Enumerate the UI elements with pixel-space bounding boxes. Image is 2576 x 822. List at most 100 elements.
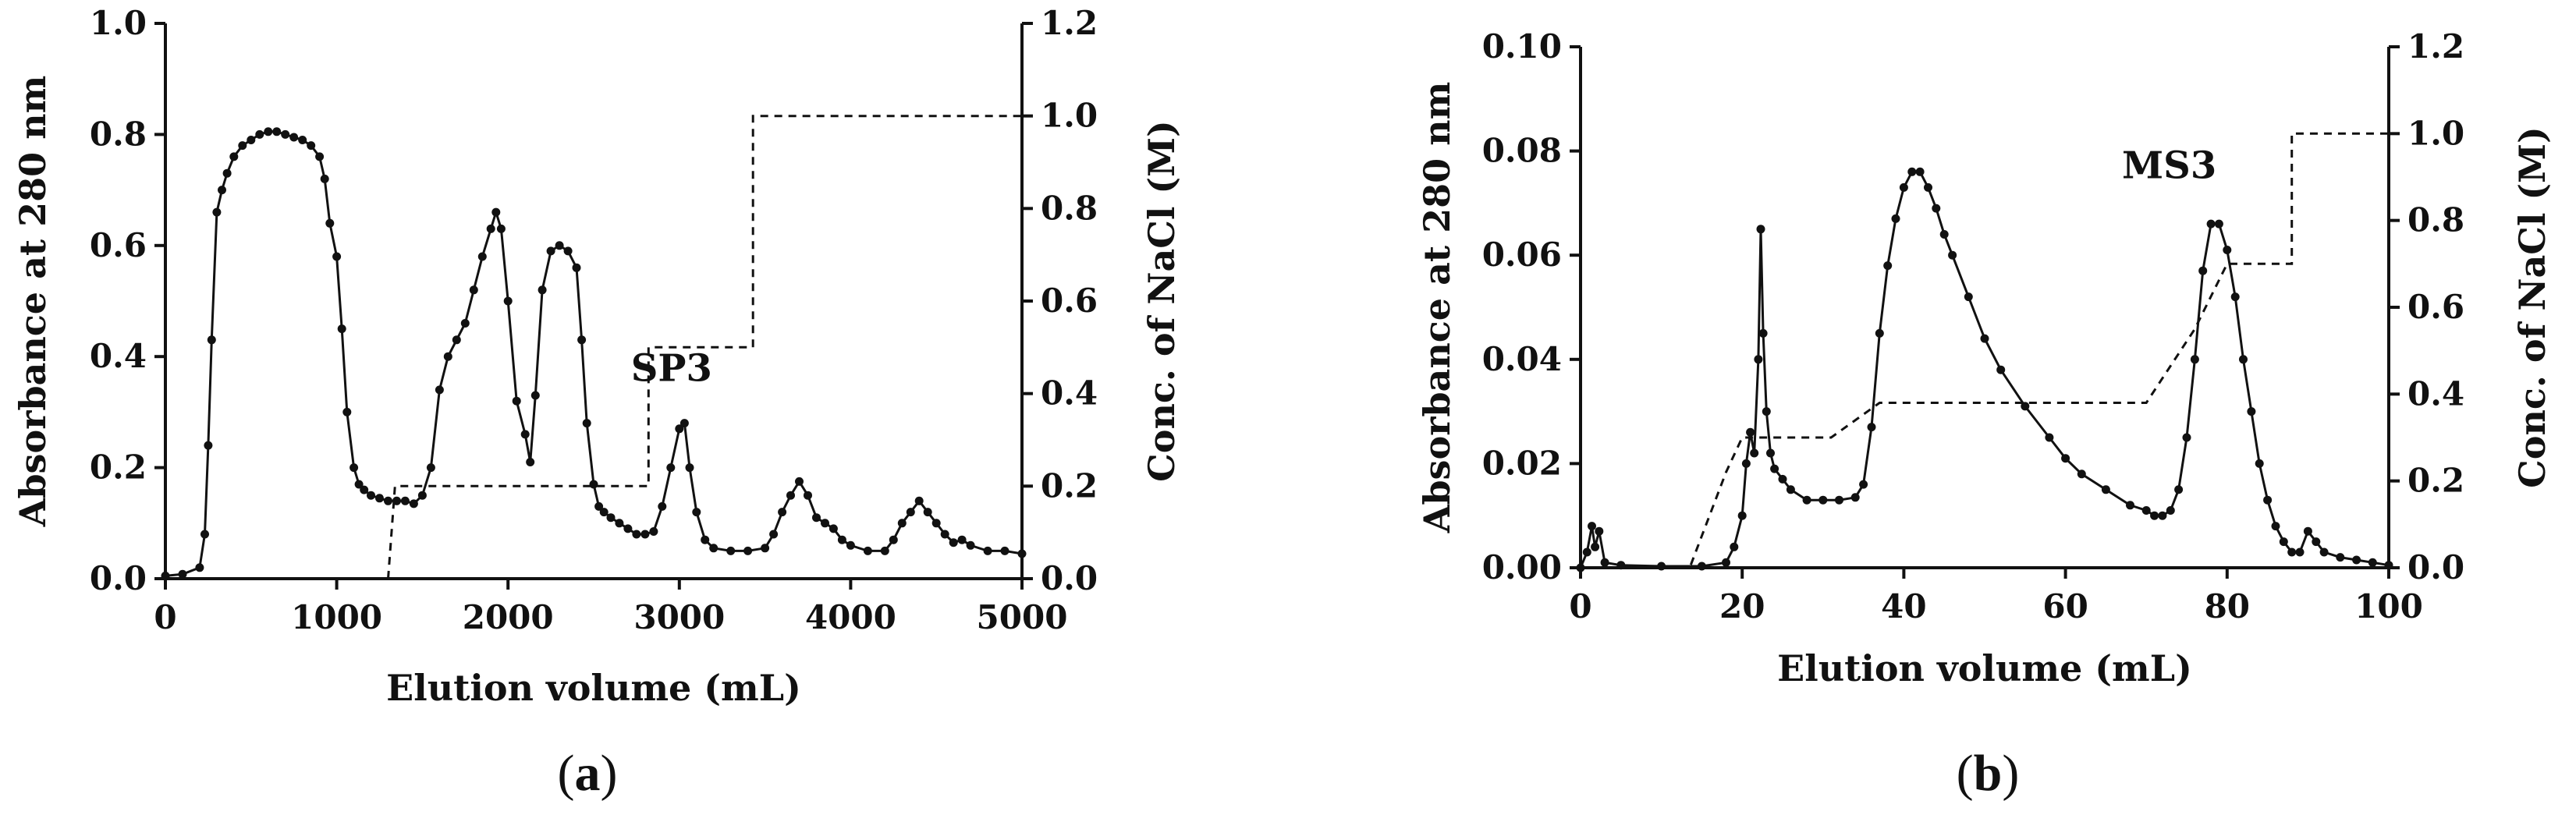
panel-b-absorbance-point bbox=[2287, 547, 2297, 557]
panel-a-absorbance-point bbox=[599, 508, 609, 517]
panel-a-absorbance-point bbox=[222, 168, 232, 178]
panel-a-absorbance-point bbox=[897, 519, 907, 528]
panel-b-absorbance-point bbox=[2190, 355, 2199, 364]
panel-a-absorbance-point bbox=[349, 463, 359, 473]
panel-a-x-tick-label: 2000 bbox=[463, 598, 554, 636]
panel-b-y2-axis-label: Conc. of NaCl (M) bbox=[2511, 126, 2553, 488]
panel-a-y-tick-label: 0.2 bbox=[90, 448, 147, 487]
panel-b-absorbance-point bbox=[1924, 182, 1932, 192]
panel-b-y2-tick-label: 0.2 bbox=[2407, 462, 2464, 500]
panel-b-absorbance-point bbox=[2198, 266, 2208, 275]
panel-b-absorbance-point bbox=[1746, 427, 1755, 437]
panel-b-absorbance-point bbox=[2150, 511, 2159, 520]
panel-a-nacl-series-line bbox=[387, 115, 1022, 579]
panel-label-a-open: ( bbox=[558, 745, 575, 802]
panel-b-y-tick-label: 0.06 bbox=[1482, 236, 1562, 274]
panel-a-absorbance-point bbox=[496, 224, 506, 233]
panel-b-y-tick-label: 0.10 bbox=[1482, 27, 1562, 66]
panel-a-absorbance-point bbox=[204, 441, 213, 450]
panel-a-absorbance-point bbox=[452, 335, 461, 345]
panel-b-absorbance-point bbox=[1980, 334, 1989, 343]
panel-a-absorbance-point bbox=[320, 174, 329, 183]
panel-a-absorbance-point bbox=[692, 508, 701, 517]
panel-a-absorbance-point bbox=[520, 430, 530, 439]
panel-b-absorbance-point bbox=[2077, 469, 2086, 479]
panel-b-absorbance-point bbox=[1996, 365, 2006, 374]
panel-b-x-tick-label: 20 bbox=[1719, 587, 1765, 625]
panel-b-absorbance-point bbox=[1939, 230, 1949, 239]
panel-a-absorbance-point bbox=[1017, 549, 1027, 558]
panel-a-absorbance-point bbox=[342, 407, 352, 416]
panel-a-absorbance-point bbox=[940, 530, 949, 539]
panel-b-absorbance-point bbox=[1600, 558, 1609, 567]
panel-a-absorbance-point bbox=[563, 246, 573, 256]
panel-a-absorbance-point bbox=[354, 480, 364, 489]
panel-a-absorbance-point bbox=[247, 136, 256, 144]
panel-a-y2-axis-label: Conc. of NaCl (M) bbox=[1141, 120, 1183, 482]
panel-b-absorbance-point bbox=[2368, 558, 2377, 567]
panel-b-absorbance-point bbox=[1867, 423, 1876, 432]
panel-a-absorbance-point bbox=[337, 324, 346, 334]
panel-b-absorbance-point bbox=[2255, 459, 2264, 468]
panel-b-y2-tick-label: 1.0 bbox=[2407, 114, 2464, 152]
panel-b-absorbance-point bbox=[1750, 448, 1759, 458]
panel-b-y-tick-label: 0.04 bbox=[1482, 340, 1562, 378]
panel-label-b-open: ( bbox=[1957, 745, 1974, 802]
panel-b-absorbance-point bbox=[1818, 495, 1828, 505]
panel-b-absorbance-point bbox=[1722, 558, 1730, 567]
panel-b-y-tick-label: 0.00 bbox=[1482, 548, 1562, 586]
panel-b-absorbance-point bbox=[1964, 292, 1973, 302]
panel-a-y-tick-label: 0.4 bbox=[90, 337, 147, 375]
panel-b-absorbance-point bbox=[1875, 328, 1884, 338]
panel-b-x-axis-label: Elution volume (mL) bbox=[1777, 647, 2192, 689]
panel-b-absorbance-point bbox=[2303, 526, 2312, 536]
panel-a-absorbance-point bbox=[1000, 546, 1009, 555]
panel-b-absorbance-point bbox=[1850, 493, 1860, 502]
panel-label-a-close: ) bbox=[601, 745, 618, 802]
panel-a-x-tick-label: 1000 bbox=[291, 598, 382, 636]
panel-b-y2-tick-label: 0.8 bbox=[2407, 201, 2464, 239]
panel-a-absorbance-point bbox=[709, 544, 719, 553]
panel-a-absorbance-point bbox=[161, 571, 170, 580]
panel-a-absorbance-point bbox=[957, 535, 967, 544]
panel-a-absorbance-point bbox=[200, 530, 209, 539]
panel-a-absorbance-point bbox=[538, 285, 547, 295]
panel-b-absorbance-point bbox=[1770, 464, 1779, 473]
panel-a-absorbance-point bbox=[417, 491, 427, 500]
panel-b-absorbance-point bbox=[2126, 501, 2134, 510]
panel-b-absorbance-point bbox=[2158, 511, 2167, 520]
panel-a-y2-tick-label: 1.0 bbox=[1041, 97, 1098, 135]
panel-a-absorbance-point bbox=[679, 419, 689, 428]
panel-b-absorbance-point bbox=[2174, 485, 2184, 494]
panel-a-absorbance-point bbox=[804, 491, 812, 500]
panel-a-absorbance-point bbox=[491, 207, 501, 217]
panel-a-absorbance-point bbox=[281, 129, 290, 139]
panel-a-absorbance-point bbox=[178, 569, 187, 579]
panel-b-absorbance-point bbox=[2336, 553, 2345, 562]
panel-a-x-tick-label: 0 bbox=[154, 598, 176, 636]
panel-a-absorbance-point bbox=[526, 458, 535, 466]
panel-b-x-tick-label: 0 bbox=[1569, 587, 1591, 625]
panel-b-absorbance-point bbox=[1778, 474, 1787, 484]
panel-a-absorbance-point bbox=[786, 491, 795, 500]
panel-a-absorbance-point bbox=[577, 335, 587, 345]
panel-a-absorbance-point bbox=[829, 524, 838, 533]
panel-a-absorbance-point bbox=[582, 419, 591, 428]
panel-b-peak-annotation: MS3 bbox=[2122, 143, 2216, 187]
panel-a-y2-tick-label: 0.6 bbox=[1041, 282, 1098, 320]
panel-b-absorbance-point bbox=[1758, 328, 1768, 338]
panel-b-absorbance-point bbox=[2223, 246, 2232, 254]
panel-b-absorbance-point bbox=[1595, 526, 1604, 536]
panel-a-absorbance-point bbox=[812, 513, 821, 523]
panel-b-y2-tick-label: 0.0 bbox=[2407, 548, 2464, 586]
panel-a-absorbance-point bbox=[409, 499, 418, 508]
panel-a-absorbance-point bbox=[906, 508, 915, 517]
panel-a-y-tick-label: 0.8 bbox=[90, 115, 147, 153]
panel-a-absorbance-point bbox=[212, 207, 222, 217]
panel-b-absorbance-point bbox=[1730, 542, 1739, 551]
panel-a-y2-tick-label: 0.4 bbox=[1041, 374, 1098, 413]
panel-a-absorbance-point bbox=[931, 519, 941, 528]
panel-b-absorbance-point bbox=[1915, 167, 1925, 176]
panel-b-absorbance-point bbox=[2101, 485, 2110, 494]
panel-a-absorbance-point bbox=[367, 491, 375, 500]
